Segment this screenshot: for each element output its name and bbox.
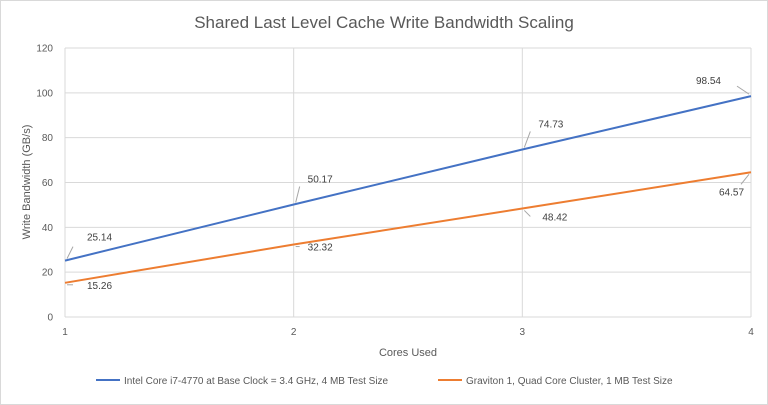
y-tick-label: 120	[36, 44, 53, 55]
y-tick-label: 100	[36, 88, 53, 99]
data-label: 50.17	[308, 175, 333, 186]
legend-label-2: Graviton 1, Quad Core Cluster, 1 MB Test…	[466, 376, 673, 387]
chart-title: Shared Last Level Cache Write Bandwidth …	[194, 13, 574, 32]
data-label-leader	[523, 210, 531, 217]
x-tick-label: 3	[520, 327, 526, 338]
y-axis-label: Write Bandwidth (GB/s)	[21, 125, 33, 240]
data-label: 98.54	[696, 76, 721, 87]
data-label-leader	[736, 85, 750, 95]
data-label: 15.26	[87, 281, 112, 292]
y-tick-label: 0	[47, 313, 53, 324]
legend: Intel Core i7-4770 at Base Clock = 3.4 G…	[96, 376, 673, 387]
x-axis-label: Cores Used	[379, 347, 437, 359]
x-tick-label: 1	[62, 327, 68, 338]
series-lines	[64, 95, 752, 284]
y-tick-label: 60	[42, 178, 54, 189]
data-label-leader	[740, 173, 750, 185]
y-tick-label: 20	[42, 268, 54, 279]
y-tick-label: 80	[42, 133, 54, 144]
gridlines	[64, 47, 752, 318]
data-label: 48.42	[542, 212, 567, 223]
data-label-leader	[523, 131, 531, 148]
data-labels: 25.14 50.17 74.73 98.54 15.26 32.32 48.42 64.57	[66, 76, 750, 292]
series-line-1	[64, 95, 752, 262]
data-label: 25.14	[87, 233, 112, 244]
data-label: 32.32	[308, 243, 333, 254]
x-axis-ticks: 1 2 3 4	[62, 327, 754, 338]
data-label: 74.73	[538, 119, 563, 130]
data-label-leader	[295, 186, 301, 203]
series-line-2	[64, 171, 752, 284]
legend-label-1: Intel Core i7-4770 at Base Clock = 3.4 G…	[124, 376, 389, 387]
y-axis-ticks: 0 20 40 60 80 100 120	[36, 44, 53, 324]
data-label-leader	[66, 246, 74, 259]
y-tick-label: 40	[42, 223, 54, 234]
x-tick-label: 2	[291, 327, 297, 338]
x-tick-label: 4	[748, 327, 754, 338]
data-label: 64.57	[719, 187, 744, 198]
